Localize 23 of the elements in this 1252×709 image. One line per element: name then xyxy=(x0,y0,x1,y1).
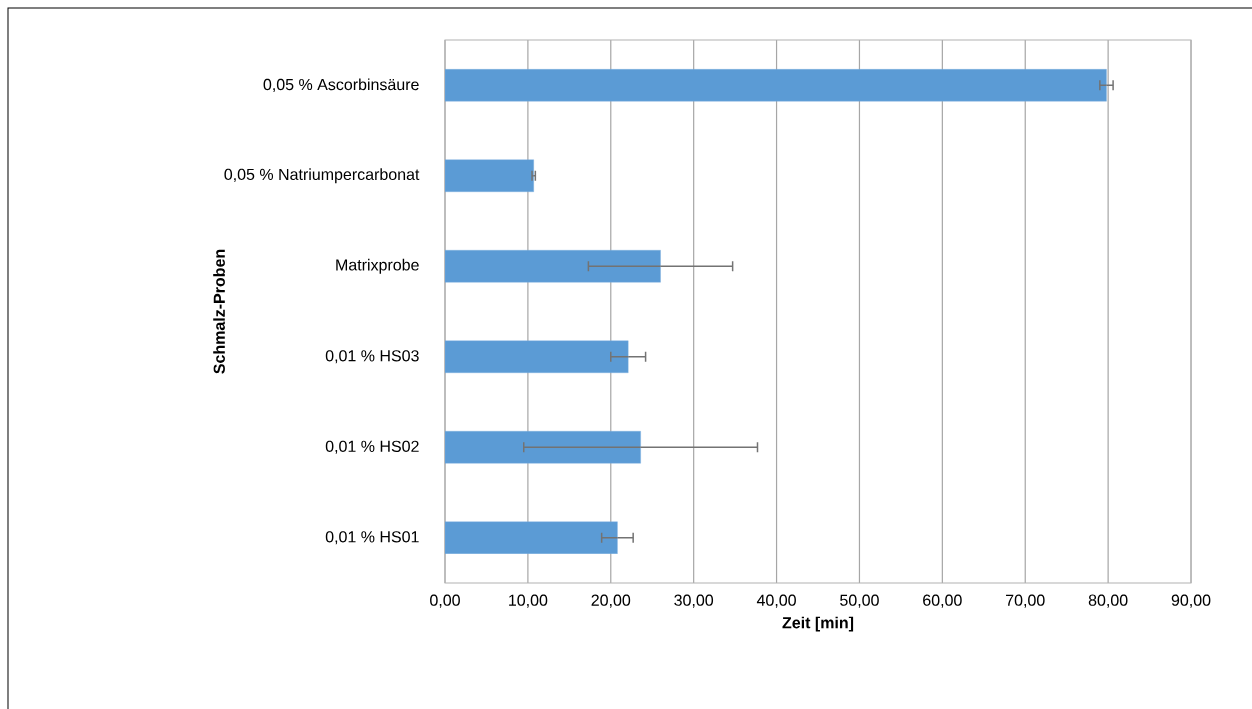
x-tick-label: 10,00 xyxy=(509,594,548,608)
bar xyxy=(445,159,534,192)
x-tick-label: 30,00 xyxy=(674,594,714,608)
bar xyxy=(445,250,661,283)
y-tick-label: Matrixprobe xyxy=(336,258,419,274)
x-axis-title: Zeit [min] xyxy=(782,616,854,632)
bar xyxy=(445,521,618,554)
x-tick-label: 80,00 xyxy=(1088,594,1128,608)
x-tick-label: 90,00 xyxy=(1171,594,1211,608)
x-tick-label: 20,00 xyxy=(591,594,631,608)
bar xyxy=(445,69,1107,102)
y-axis-title: Schmalz-Proben xyxy=(213,249,225,374)
x-tick-label: 50,00 xyxy=(840,594,879,608)
y-tick-label: 0,01 % HS02 xyxy=(325,440,419,454)
x-tick-label: 40,00 xyxy=(756,594,796,608)
y-tick-label: 0,05 % Natriumpercarbonat xyxy=(224,168,420,184)
y-tick-label: 0,01 % HS01 xyxy=(325,531,419,545)
x-tick-label: 0,00 xyxy=(430,594,460,608)
bar xyxy=(445,340,629,373)
y-tick-label: 0,05 % Ascorbinsäure xyxy=(263,78,419,93)
x-tick-label: 70,00 xyxy=(1006,594,1045,608)
y-tick-label: 0,01 % HS03 xyxy=(325,350,419,364)
x-tick-label: 60,00 xyxy=(923,594,962,608)
